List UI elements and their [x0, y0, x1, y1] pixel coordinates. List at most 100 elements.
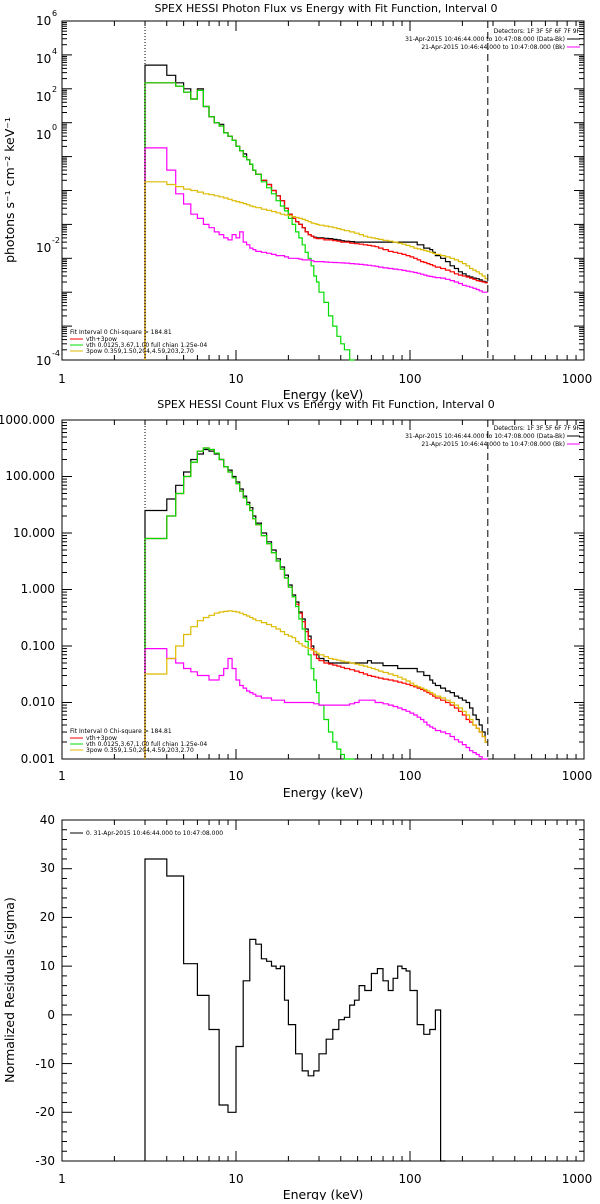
y-tick-label: 10: [36, 14, 51, 28]
count-flux-x-ticks: [61, 420, 577, 759]
legend-3pow: 3pow 0.359,1.50,204,4.59,203,2.70: [86, 348, 194, 355]
count-flux-legend-top: Detectors: 1F 3F 5F 6F 7F 9F 31-Apr-2015…: [405, 425, 580, 448]
y-tick-label: 40: [40, 813, 55, 827]
legend-fit-interval: Fit Interval 0 Chi-square = 184.81: [70, 728, 172, 735]
legend-vth: vth 0.0125,3.67,1.00 full chian 1.25e-04: [86, 342, 207, 349]
photon-flux-legend-bottom: Fit Interval 0 Chi-square = 184.81 vth+3…: [70, 329, 207, 355]
photon-flux-x-axis-label: Energy (keV): [283, 387, 364, 402]
y-tick-label: 10: [36, 128, 51, 142]
legend-detectors: Detectors: 1F 3F 5F 6F 7F 9F: [494, 28, 581, 35]
series-line-3: [144, 147, 488, 360]
legend-fit-interval: Fit Interval 0 Chi-square = 184.81: [70, 329, 172, 336]
y-tick-label: 30: [40, 861, 55, 875]
y-tick-label: 20: [40, 910, 55, 924]
y-tick-label: -10: [35, 1057, 55, 1071]
residuals-x-ticks: [61, 820, 577, 1161]
count-flux-series: [144, 447, 488, 760]
x-tick-label-1000: 1000: [562, 769, 593, 783]
y-tick-exponent: 4: [52, 47, 57, 56]
y-tick-label: 10.000: [13, 526, 55, 540]
y-tick-label: -20: [35, 1105, 55, 1119]
x-tick-label-1000: 1000: [562, 1172, 593, 1186]
x-tick-label-10: 10: [228, 769, 243, 783]
count-flux-x-tick-labels: 1 10 100 1000: [58, 769, 592, 783]
residuals-panel: 1 10 100 1000 -30 -20 -10 0 10 20 30 40 …: [2, 813, 592, 1202]
y-tick-label: 0.010: [21, 695, 55, 709]
y-tick-label: 0.100: [21, 639, 55, 653]
x-tick-label-10: 10: [228, 1172, 243, 1186]
count-flux-panel: SPEX HESSI Count Flux vs Energy with Fit…: [0, 398, 592, 800]
x-tick-label-100: 100: [399, 372, 422, 386]
y-tick-label: 10: [40, 959, 55, 973]
count-flux-legend-bottom: Fit Interval 0 Chi-square = 184.81 vth+3…: [70, 728, 207, 754]
photon-flux-x-ticks: [61, 21, 577, 360]
y-tick-label: 100.000: [5, 469, 55, 483]
photon-flux-fit-range-lines: [144, 21, 489, 360]
y-tick-exponent: -4: [52, 349, 60, 358]
residuals-series: [144, 858, 446, 1162]
y-tick-label: 10: [36, 52, 51, 66]
photon-flux-y-ticks: [62, 22, 584, 361]
photon-flux-x-tick-labels: 1 10 100 1000: [58, 372, 592, 386]
y-tick-label: 1.000: [21, 582, 55, 596]
series-line-0: [144, 448, 488, 759]
y-tick-label: -30: [35, 1154, 55, 1168]
y-tick-label: 10: [36, 241, 51, 255]
residuals-y-ticks: [62, 819, 584, 1162]
y-tick-exponent: 6: [52, 9, 57, 18]
photon-flux-plot-frame: [61, 20, 585, 361]
x-tick-label-100: 100: [399, 1172, 422, 1186]
count-flux-plot-frame: [61, 419, 585, 760]
y-tick-label: 10: [36, 90, 51, 104]
residuals-x-axis-label: Energy (keV): [283, 1187, 364, 1200]
series-line-3: [144, 648, 488, 760]
series-line-0: [144, 858, 446, 1162]
x-tick-label-10: 10: [228, 372, 243, 386]
series-line-0: [144, 64, 488, 360]
residuals-plot-frame: [61, 819, 585, 1162]
x-tick-label-1: 1: [58, 769, 66, 783]
photon-flux-y-tick-labels: 10 -4 10 -2 10 0 10 2 10 4 10 6: [36, 9, 60, 368]
series-line-1: [144, 447, 488, 759]
series-line-2: [144, 447, 355, 760]
x-tick-label-100: 100: [399, 769, 422, 783]
residuals-y-tick-labels: -30 -20 -10 0 10 20 30 40: [35, 813, 55, 1168]
series-line-4: [144, 610, 488, 759]
count-flux-title: SPEX HESSI Count Flux vs Energy with Fit…: [157, 398, 494, 411]
x-tick-label-1: 1: [58, 1172, 66, 1186]
y-tick-label: 10: [36, 354, 51, 368]
series-line-2: [144, 82, 355, 361]
count-flux-y-ticks: [62, 422, 584, 760]
count-flux-y-tick-labels: 0.001 0.010 0.100 1.000 10.000 100.000 1…: [0, 413, 55, 766]
count-flux-x-axis-label: Energy (keV): [283, 785, 364, 800]
legend-residual-interval: 0. 31-Apr-2015 10:46:44.000 to 10:47:08.…: [86, 830, 223, 837]
x-tick-label-1: 1: [58, 372, 66, 386]
y-tick-label: 1000.000: [0, 413, 55, 427]
legend-detectors: Detectors: 1F 3F 5F 6F 7F 9F: [494, 425, 581, 432]
legend-vth: vth 0.0125,3.67,1.00 full chian 1.25e-04: [86, 741, 207, 748]
photon-flux-panel: SPEX HESSI Photon Flux vs Energy with Fi…: [2, 2, 592, 402]
y-tick-label: 0.001: [21, 752, 55, 766]
y-tick-exponent: 2: [52, 85, 57, 94]
legend-fit-total: vth+3pow: [86, 735, 117, 742]
legend-3pow: 3pow 0.359,1.50,204,4.59,203,2.70: [86, 747, 194, 754]
residuals-legend: 0. 31-Apr-2015 10:46:44.000 to 10:47:08.…: [70, 830, 223, 837]
count-flux-fit-range-lines: [144, 420, 489, 759]
y-tick-label: 0: [47, 1008, 55, 1022]
y-tick-exponent: 0: [52, 123, 57, 132]
x-tick-label-1000: 1000: [562, 372, 593, 386]
series-line-4: [144, 181, 488, 360]
residuals-y-axis-label: Normalized Residuals (sigma): [2, 897, 17, 1083]
legend-data-interval: 31-Apr-2015 10:46:44.000 to 10:47:08.000…: [405, 433, 565, 440]
legend-fit-total: vth+3pow: [86, 336, 117, 343]
photon-flux-title: SPEX HESSI Photon Flux vs Energy with Fi…: [154, 2, 497, 15]
photon-flux-series: [144, 64, 488, 361]
series-line-1: [144, 82, 488, 360]
legend-data-interval: 31-Apr-2015 10:46:44.000 to 10:47:08.000…: [405, 36, 565, 43]
legend-bk-interval: 21-Apr-2015 10:46:44.000 to 10:47:08.000…: [421, 441, 565, 448]
legend-bk-interval: 21-Apr-2015 10:46:44.000 to 10:47:08.000…: [421, 44, 565, 51]
residuals-x-tick-labels: 1 10 100 1000: [58, 1172, 592, 1186]
photon-flux-y-axis-label: photons s⁻¹ cm⁻² keV⁻¹: [2, 117, 17, 263]
y-tick-exponent: -2: [52, 236, 60, 245]
